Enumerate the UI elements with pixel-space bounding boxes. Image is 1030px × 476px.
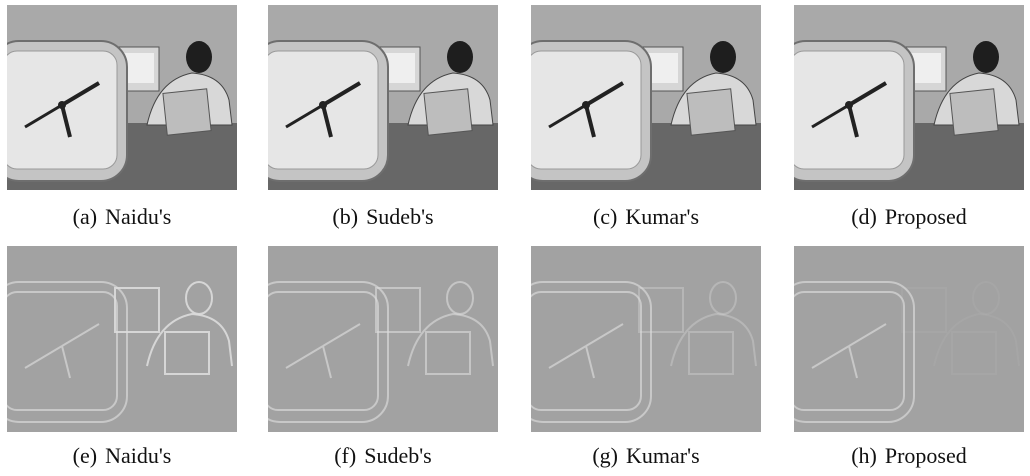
panel-caption-text: Kumar's: [626, 443, 700, 468]
clock-face: [264, 51, 378, 169]
diff-background: [7, 246, 237, 432]
diff-background: [531, 246, 761, 432]
box: [163, 89, 211, 135]
panel-image: [254, 246, 498, 432]
box: [687, 89, 735, 135]
panel-caption-text: Sudeb's: [366, 204, 434, 229]
panel-caption: (e) Naidu's: [73, 443, 172, 468]
panel-label: (h): [851, 443, 877, 468]
clock-face: [3, 51, 117, 169]
figure: (a) Naidu's (b) Sudeb's (c) Kumar's (d) Propose…: [0, 0, 1030, 476]
panel-image: [0, 246, 237, 432]
panel-caption: (b) Sudeb's: [332, 204, 433, 229]
panel-caption-text: Naidu's: [105, 443, 171, 468]
clock-center: [845, 101, 853, 109]
panel-image: [0, 5, 237, 193]
clock-face: [527, 51, 641, 169]
clock-center: [58, 101, 66, 109]
panel-label: (c): [593, 204, 617, 229]
panel-label: (b): [332, 204, 358, 229]
panel-image: [517, 5, 761, 193]
clock-center: [582, 101, 590, 109]
panel-label: (e): [73, 443, 97, 468]
panel-label: (g): [592, 443, 618, 468]
panel-caption: (g) Kumar's: [592, 443, 699, 468]
panel-caption-text: Proposed: [885, 204, 967, 229]
panel-caption: (d) Proposed: [851, 204, 967, 229]
diff-background: [794, 246, 1024, 432]
panel-image: [780, 246, 1024, 432]
panel-caption: (h) Proposed: [851, 443, 967, 468]
diff-background: [268, 246, 498, 432]
person-head: [186, 41, 212, 73]
panel-image: [254, 5, 498, 193]
person-head: [447, 41, 473, 73]
box: [950, 89, 998, 135]
panel-image: [780, 5, 1024, 193]
panel-caption: (a) Naidu's: [73, 204, 172, 229]
box: [424, 89, 472, 135]
panel-caption-text: Proposed: [885, 443, 967, 468]
panel-caption: (c) Kumar's: [593, 204, 699, 229]
person-head: [973, 41, 999, 73]
panel-label: (a): [73, 204, 97, 229]
panel-caption-text: Sudeb's: [364, 443, 432, 468]
panel-label: (d): [851, 204, 877, 229]
panel-caption-text: Kumar's: [625, 204, 699, 229]
panel-label: (f): [334, 443, 356, 468]
clock-face: [790, 51, 904, 169]
person-head: [710, 41, 736, 73]
panel-caption-text: Naidu's: [105, 204, 171, 229]
clock-center: [319, 101, 327, 109]
panel-image: [517, 246, 761, 432]
panel-caption: (f) Sudeb's: [334, 443, 432, 468]
